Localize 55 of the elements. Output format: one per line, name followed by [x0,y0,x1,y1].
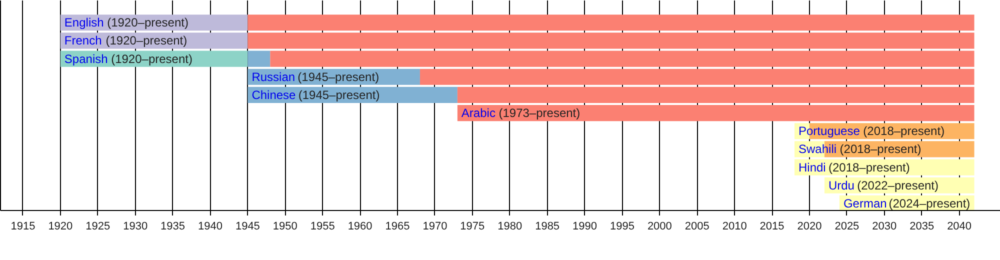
y-tick-label: Chinese [252,88,296,102]
annotation: (1920–present) [111,52,192,66]
annotation: (1945–present) [298,88,380,102]
x-tick-label: 1965 [385,220,410,232]
x-tick-label: 1990 [572,220,598,232]
annotation: (1920–present) [106,34,188,48]
x-tick-label: 2020 [797,220,822,232]
bar [248,50,270,67]
x-tick-label: 1960 [348,220,372,232]
x-tick-label: 1985 [535,220,560,232]
y-tick-label: Portuguese [798,124,860,138]
annotation: (1973–present) [498,106,580,120]
x-tick-label: 2005 [684,220,710,232]
bar [457,105,974,122]
y-tick-label: Arabic [461,106,496,120]
annotation: (1945–present) [298,70,380,84]
y-tick-label: Hindi [798,160,826,174]
x-tick-label: 1945 [235,220,260,232]
x-tick-label: 1920 [48,220,73,232]
bar [270,50,974,67]
y-tick-label: Spanish [64,52,108,66]
y-tick-label: Russian [252,70,296,84]
x-tick-label: 1980 [498,220,522,232]
x-tick-label: 1975 [460,220,485,232]
y-tick-label: Urdu [828,178,854,192]
bar [420,68,974,85]
x-tick-label: 2035 [910,220,934,232]
x-tick-label: 2015 [760,220,784,232]
x-tick-label: 1935 [160,220,186,232]
bar [457,86,974,103]
x-tick-label: 1925 [86,220,110,232]
annotation: (2018–present) [840,142,922,156]
x-tick-label: 2040 [947,220,972,232]
annotation: (2022–present) [857,178,939,192]
x-tick-label: 2030 [872,220,897,232]
x-tick-label: 1995 [610,220,634,232]
bar [248,32,974,49]
y-tick-label: English [64,16,104,30]
annotation: (2024–present) [888,196,970,210]
annotation: (1920–present) [107,16,188,30]
x-tick-label: 1930 [123,220,148,232]
x-tick-label: 2010 [722,220,747,232]
x-tick-label: 1950 [272,220,298,232]
y-tick-label: German [843,196,887,210]
x-tick-label: 1940 [198,220,222,232]
annotation: (2018–present) [863,124,945,138]
bar [248,14,974,31]
x-tick-label: 1915 [10,220,36,232]
x-tick-label: 1970 [422,220,448,232]
x-tick-label: 2025 [834,220,860,232]
x-tick-label: 1955 [310,220,335,232]
annotation: (2018–present) [828,160,910,174]
x-tick-label: 2000 [647,220,672,232]
y-tick-label: Swahili [798,142,837,156]
y-tick-label: French [64,34,102,48]
